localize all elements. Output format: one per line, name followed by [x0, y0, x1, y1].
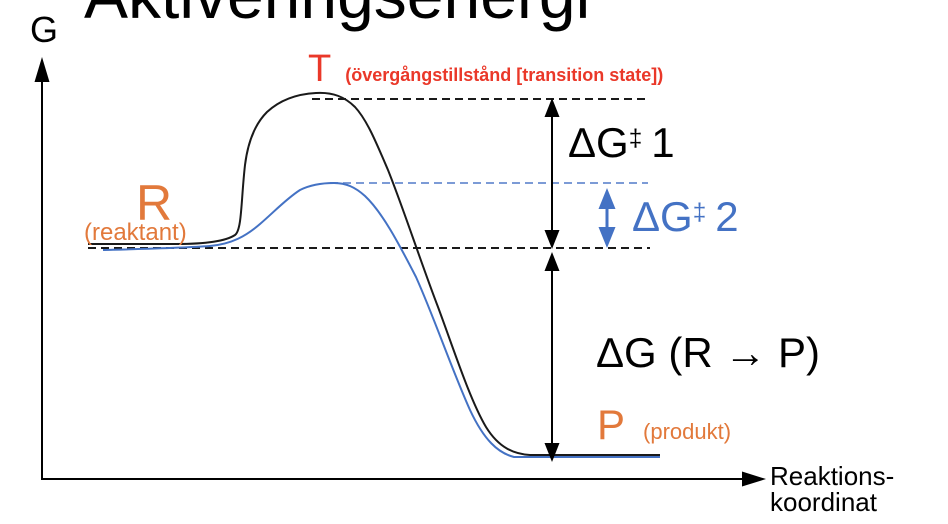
reaction-free-energy-arrowhead-down-icon [544, 443, 560, 462]
activation-energy-1-arrowhead-up-icon [544, 98, 560, 117]
activation-energy-2-number: 2 [715, 193, 739, 240]
catalyzed-energy-curve [102, 181, 660, 458]
reaction-free-energy-label: ΔG (R → P) [596, 329, 821, 376]
activation-energy-1-number: 1 [651, 119, 675, 166]
transition-state-symbol: T [308, 48, 332, 90]
x-axis-label-line2: koordinat [770, 487, 877, 517]
activation-energy-2-base: ΔG [632, 193, 693, 240]
x-axis-label: Reaktions- koordinat [770, 463, 894, 515]
activation-energy-1-label: ΔG‡ 1 [568, 122, 675, 164]
uncatalyzed-energy-curve [88, 91, 660, 456]
activation-energy-2-label: ΔG‡ 2 [632, 196, 739, 238]
activation-energy-2-arrowhead-down-icon [598, 227, 616, 248]
activation-energy-2-arrowhead-up-icon [598, 188, 616, 209]
product-symbol: P [597, 401, 626, 448]
x-axis-arrowhead-icon [742, 471, 766, 487]
reaction-free-energy-arrowhead-up-icon [544, 252, 560, 271]
reactant-detail: (reaktant) [84, 219, 187, 246]
slide-title: Aktiveringsenergi [84, 0, 590, 28]
activation-energy-2-dagger: ‡ [692, 199, 707, 227]
activation-energy-1-base: ΔG [568, 119, 629, 166]
product-detail: (produkt) [643, 419, 732, 444]
reactant-symbol: R [136, 175, 173, 231]
activation-energy-1-dagger: ‡ [628, 125, 643, 153]
product-label: P (produkt) [597, 404, 731, 446]
activation-energy-1-arrowhead-down-icon [544, 230, 560, 249]
transition-state-detail: (övergångstillstånd [transition state]) [345, 65, 664, 85]
x-axis-label-line1: Reaktions- [770, 461, 895, 491]
y-axis-label: G [30, 9, 59, 50]
y-axis-arrowhead-icon [34, 57, 50, 82]
transition-state-label: T (övergångstillstånd [transition state]… [308, 50, 663, 88]
